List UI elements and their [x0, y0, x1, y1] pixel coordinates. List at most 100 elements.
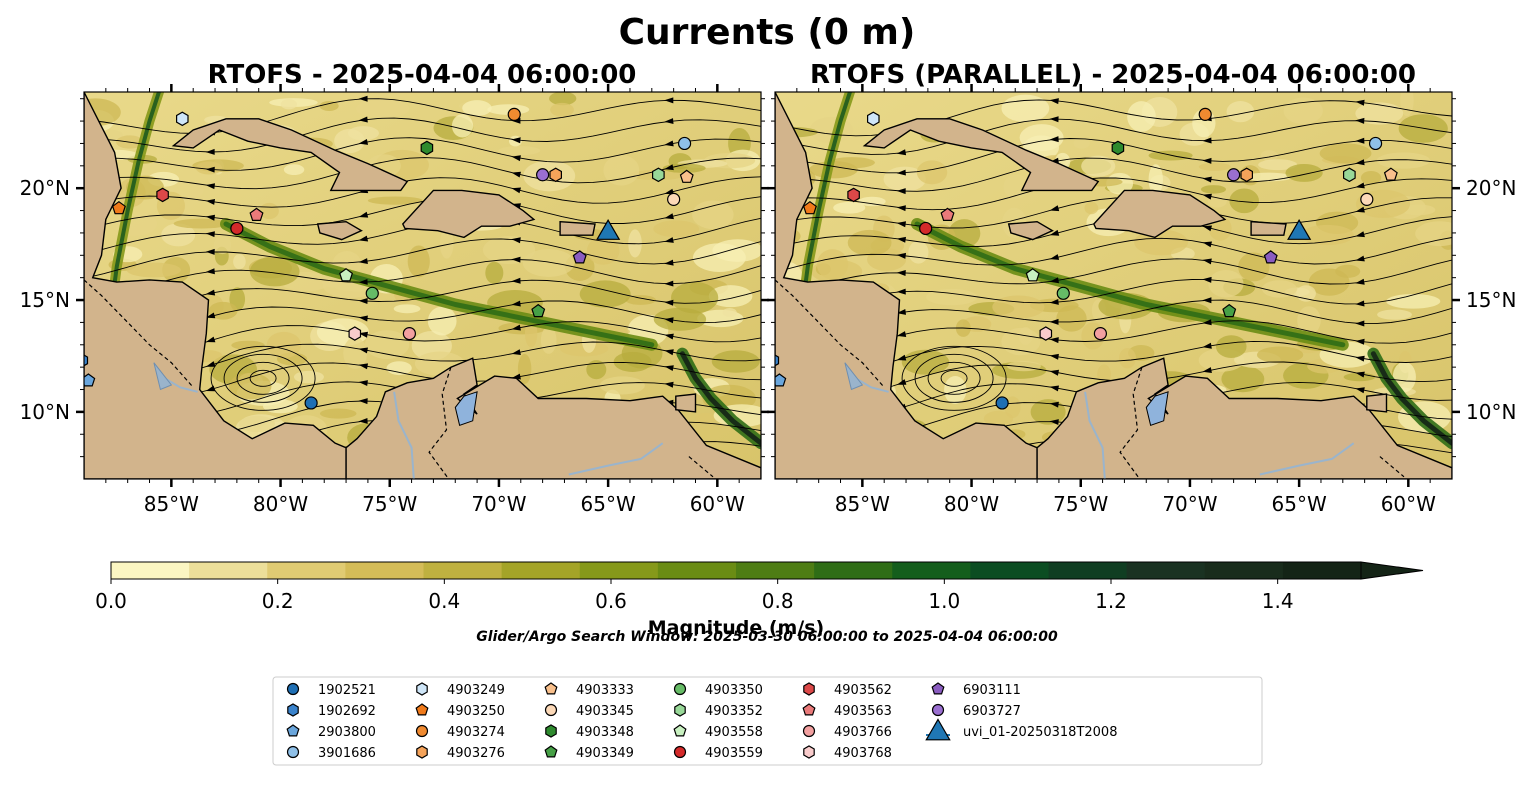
legend-entry-2903800: 2903800: [286, 724, 376, 740]
left-map-panel: 85°W 80°W 75°W 70°W 65°W 60°W 20°N 15°N 10°N: [20, 84, 769, 516]
streamline: [88, 157, 761, 190]
legend-marker: [925, 718, 951, 741]
gyre-streamline: [940, 369, 968, 387]
obs-4903349: [531, 303, 546, 318]
legend-label: 4903333: [576, 683, 634, 698]
gyre-streamline: [236, 361, 290, 395]
streamline-arrow: [511, 324, 521, 331]
streamline-arrow: [205, 183, 215, 190]
yucatan-current-core: [106, 92, 162, 336]
right-map-panel: 85°W 80°W 75°W 70°W 65°W 60°W 20°N 15°N 10°N: [767, 84, 1516, 516]
river: [855, 377, 889, 393]
legend-entry-4903766: 4903766: [802, 724, 892, 740]
streamline-arrow: [358, 380, 368, 386]
streamline-arrow: [358, 347, 368, 354]
streamline-arrow: [896, 270, 906, 276]
legend-label: 3901686: [318, 746, 376, 761]
streamline-arrow: [664, 280, 674, 287]
streamline: [88, 259, 761, 301]
streamline-arrow: [1202, 297, 1212, 304]
streamline-arrow: [358, 258, 368, 264]
legend-entry-4903249: 4903249: [416, 682, 505, 698]
streamline-arrow: [358, 418, 368, 424]
caribbean-current-core: [914, 221, 1346, 348]
land-trinidad: [675, 393, 697, 413]
obs-6903111: [572, 250, 587, 264]
streamline-arrow: [511, 171, 521, 178]
streamline-arrow: [358, 363, 368, 370]
streamline-arrow: [205, 166, 215, 173]
colorbar-tick-label: 0.2: [262, 589, 294, 613]
land-hispaniola: [401, 189, 536, 239]
streamline-arrow: [1202, 225, 1212, 232]
colorbar-bin: [1126, 562, 1206, 579]
obs-4903563: [249, 207, 264, 221]
legend-marker: [415, 724, 429, 738]
x-tick-label: 60°W: [1381, 492, 1436, 516]
streamline: [779, 177, 1452, 211]
streamline-arrow: [896, 236, 906, 243]
streamline-arrow: [664, 213, 674, 220]
legend-entry-4903274: 4903274: [415, 724, 505, 740]
x-tick-label: 85°W: [835, 492, 890, 516]
obs-6903727: [536, 168, 550, 182]
legend-label: 4903349: [576, 746, 634, 761]
streamline-arrow: [358, 116, 368, 123]
legend-entry-3901686: 3901686: [286, 745, 376, 761]
legend-label: 6903727: [963, 704, 1021, 719]
legend-marker: [286, 745, 300, 759]
legend-marker: [673, 724, 687, 737]
colorbar-tick-label: 0.0: [95, 589, 127, 613]
streamline: [779, 279, 1452, 320]
streamline-arrow: [205, 312, 216, 319]
obs-4903350: [1056, 286, 1070, 300]
legend-marker: [673, 745, 687, 759]
obs-4903249: [866, 111, 880, 127]
streamline-arrow: [1202, 367, 1212, 373]
colorbar-tick-label: 1.2: [1095, 589, 1127, 613]
obs-6903111: [1263, 250, 1278, 264]
streamline-arrow: [1355, 320, 1365, 327]
legend-label: uvi_01-20250318T2008: [963, 725, 1117, 740]
colorbar-tick-label: 1.4: [1262, 589, 1294, 613]
colorbar-bin: [970, 562, 1049, 579]
colorbar-tick-label: 0.6: [595, 589, 627, 613]
streamline-arrow: [1355, 182, 1365, 189]
legend-entry-4903350: 4903350: [673, 682, 763, 698]
map-frame: [83, 91, 762, 480]
colorbar-bin: [1204, 562, 1284, 579]
streamline-arrow: [511, 137, 521, 144]
legend-label: 1902521: [318, 683, 376, 698]
streamline-arrow: [664, 188, 674, 195]
streamline-arrow: [1355, 278, 1365, 285]
streamline-arrow: [358, 139, 368, 145]
legend-marker: [802, 724, 816, 738]
streamline-arrow: [664, 365, 674, 371]
river: [1084, 391, 1106, 479]
legend-label: 4903562: [834, 683, 892, 698]
x-tick-label: 80°W: [253, 492, 308, 516]
legend-entry-4903345: 4903345: [544, 703, 634, 719]
obs-4903768: [348, 326, 362, 341]
left-panel-title: RTOFS - 2025-04-04 06:00:00: [208, 60, 637, 90]
streamline-arrow: [664, 333, 674, 340]
legend-label: 1902692: [318, 704, 376, 719]
y-tick-label: 10°N: [20, 400, 70, 424]
streamline: [779, 258, 1452, 297]
obs-6903727: [1227, 168, 1241, 182]
x-tick-label: 75°W: [362, 492, 417, 516]
legend-marker: [803, 745, 815, 759]
streamline-arrow: [358, 211, 369, 218]
legend-label: 4903249: [447, 683, 505, 698]
search-window-note: Glider/Argo Search Window: 2025-03-30 06…: [476, 629, 1058, 645]
streamline-arrow: [1049, 353, 1059, 360]
land-puertoRico: [1250, 220, 1287, 236]
streamline-arrow: [664, 259, 674, 266]
obs-4903250: [802, 200, 817, 215]
legend-marker: [415, 703, 429, 716]
streamline-arrow: [1202, 193, 1212, 200]
obs-4903276: [549, 167, 563, 183]
legend-label: 4903348: [576, 725, 634, 740]
obs-4903345: [667, 192, 681, 206]
streamline-arrow: [1202, 276, 1212, 283]
